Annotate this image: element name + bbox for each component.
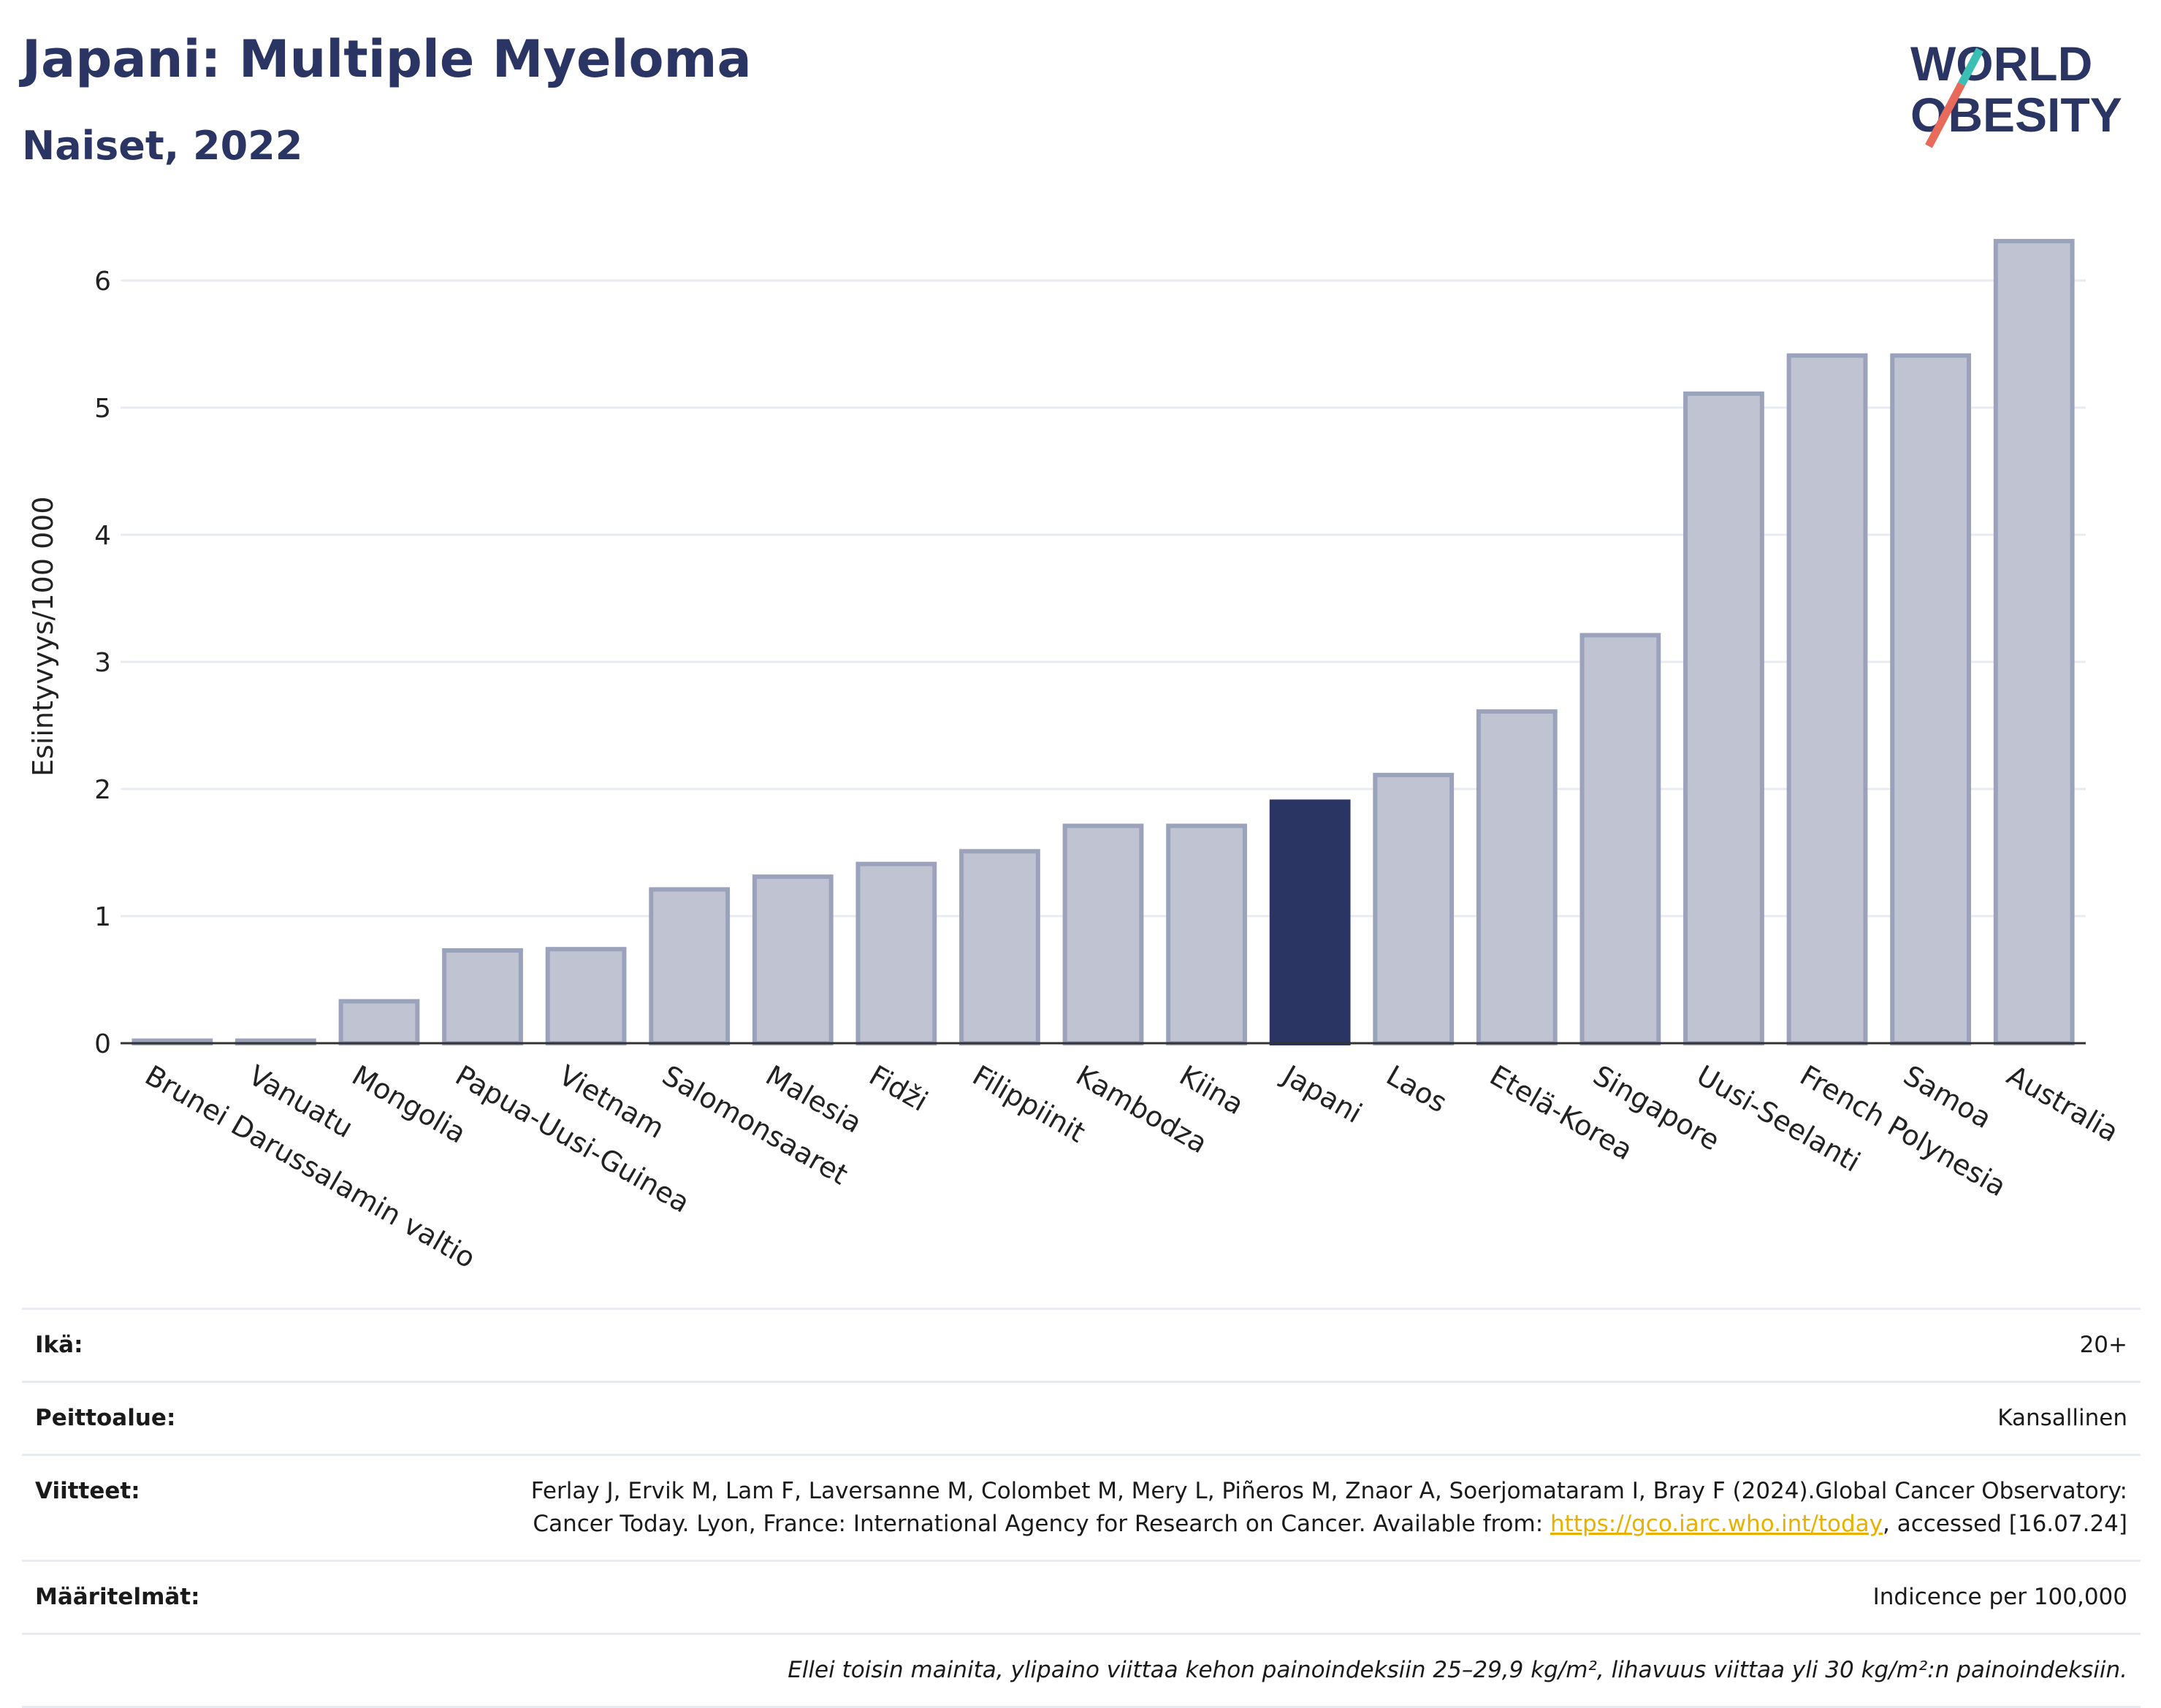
logo-slash-red xyxy=(1925,82,1965,148)
bar-2 xyxy=(338,999,420,1045)
info-row-coverage: Peittoalue: Kansallinen xyxy=(22,1381,2141,1455)
x-tick-label: Australia xyxy=(2002,1059,2124,1148)
bar-11 xyxy=(1269,799,1351,1046)
y-tick-label: 6 xyxy=(94,267,111,297)
bar-6 xyxy=(752,874,834,1046)
y-tick-label: 1 xyxy=(94,902,111,932)
bar-17 xyxy=(1890,353,1972,1046)
y-tick-label: 3 xyxy=(94,648,111,678)
bar-4 xyxy=(545,947,627,1045)
coverage-label: Peittoalue: xyxy=(22,1381,487,1455)
reference-text: Ferlay J, Ervik M, Lam F, Laversanne M, … xyxy=(530,1478,2127,1537)
bar-16 xyxy=(1786,353,1868,1046)
coverage-value: Kansallinen xyxy=(487,1381,2141,1455)
definitions-value: Indicence per 100,000 xyxy=(487,1560,2141,1634)
bar-15 xyxy=(1683,391,1764,1045)
page-subtitle: Naiset, 2022 xyxy=(22,123,303,169)
definitions-label: Määritelmät: xyxy=(22,1560,487,1634)
info-table: Ikä: 20+ Peittoalue: Kansallinen Viittee… xyxy=(22,1308,2141,1708)
bar-12 xyxy=(1373,772,1455,1045)
bar-5 xyxy=(649,887,731,1045)
age-value: 20+ xyxy=(487,1308,2141,1382)
y-tick-label: 4 xyxy=(94,521,111,551)
x-tick-label: Kiina xyxy=(1174,1059,1249,1121)
x-tick-label: Filippiinit xyxy=(967,1059,1091,1149)
bar-14 xyxy=(1579,633,1661,1045)
x-tick-label: Salomonsaaret xyxy=(657,1059,853,1192)
definitions-note: Ellei toisin mainita, ylipaino viittaa k… xyxy=(22,1633,2141,1708)
bar-9 xyxy=(1062,823,1144,1045)
info-row-age: Ikä: 20+ xyxy=(22,1308,2141,1382)
bar-8 xyxy=(959,849,1040,1045)
bar-10 xyxy=(1166,823,1247,1045)
info-row-references: Viitteet: Ferlay J, Ervik M, Lam F, Lave… xyxy=(22,1454,2141,1561)
logo-line1: WORLD xyxy=(1910,37,2092,91)
bar-18 xyxy=(1993,239,2075,1045)
bar-13 xyxy=(1476,709,1558,1045)
info-row-note: Ellei toisin mainita, ylipaino viittaa k… xyxy=(22,1633,2141,1708)
bar-3 xyxy=(442,948,523,1045)
y-axis-title: Esiintyvyys/100 000 xyxy=(27,496,59,777)
y-tick-label: 0 xyxy=(94,1029,111,1059)
reference-link[interactable]: https://gco.iarc.who.int/today xyxy=(1550,1511,1883,1537)
logo-slash-teal xyxy=(1958,47,1983,86)
references-label: Viitteet: xyxy=(22,1454,487,1561)
reference-accessed: , accessed [16.07.24] xyxy=(1882,1511,2127,1537)
x-tick-label: Mongolia xyxy=(346,1059,471,1150)
references-value: Ferlay J, Ervik M, Lam F, Laversanne M, … xyxy=(487,1454,2141,1561)
age-label: Ikä: xyxy=(22,1308,487,1382)
world-obesity-logo: WORLD OBESITY xyxy=(1910,37,2122,148)
x-tick-label: Japani xyxy=(1276,1059,1368,1129)
y-tick-label: 2 xyxy=(94,775,111,805)
bar-7 xyxy=(855,861,937,1046)
x-tick-label: Laos xyxy=(1381,1059,1452,1119)
x-tick-label: Fidži xyxy=(864,1059,933,1118)
page-title: Japani: Multiple Myeloma xyxy=(22,29,752,89)
y-tick-label: 5 xyxy=(94,394,111,424)
info-row-definitions: Määritelmät: Indicence per 100,000 xyxy=(22,1560,2141,1634)
